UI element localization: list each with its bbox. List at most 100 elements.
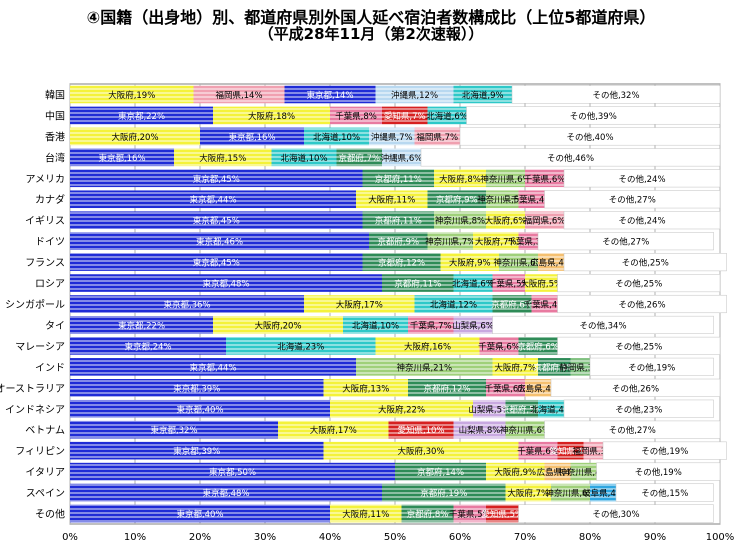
data-label: 千葉県,4% [524,300,566,311]
bar-segment-stripe [382,483,506,502]
bar-segment: 大阪府,17% [304,295,415,313]
bar-segment-stripe [226,337,376,355]
bar-segment-stripe [538,358,571,376]
bar-segment-rect [544,420,721,439]
bar-segment-stripe [518,190,545,209]
bar-segment-rect [420,148,721,167]
bar-segment: 大阪府,6% [485,211,526,229]
bar-segment: その他,24% [563,211,721,230]
bar-segment: 沖縄県,7% [369,127,415,146]
bar-segment-stripe [486,504,519,523]
data-label: 愛知県,7% [384,111,426,122]
bar-segment-stripe [434,211,486,229]
bar-segment: その他,19% [602,441,727,460]
bar-segment-rect [563,169,721,188]
data-label: 大阪府,20% [254,320,301,331]
data-label: 愛知県,5% [481,509,523,520]
data-label: 東京都,40% [176,509,223,520]
data-label: 北海道,10% [352,320,399,331]
bar-segment-stripe [336,148,382,167]
row-labels: 韓国中国香港台湾アメリカカナダイギリスドイツフランスロシアシンガポールタイマレー… [0,89,65,520]
data-label: 東京都,22% [118,320,165,331]
bar-segment-stripe [583,441,603,460]
data-label: 沖縄県,7% [371,132,413,143]
x-tick-label: 30% [254,532,276,543]
bar-segment-rect [550,378,721,397]
row-label: インドネシア [5,404,65,416]
bar-segment: 千葉県,7% [408,316,454,334]
bar-segment: 千葉県,6% [478,337,520,355]
bar-segment: 東京都,36% [70,295,304,313]
data-label: 北海道,6% [452,279,494,290]
data-label: 大阪府,5% [520,279,562,290]
bar-segment: 北海道,6% [426,106,468,125]
bar-segment: 東京都,48% [70,274,382,292]
bar-segment: 千葉県,4% [511,190,552,209]
bar-segment: 東京都,40% [70,399,330,418]
bar-segment-stripe [538,399,564,418]
bar-segment-stripe [278,420,389,439]
bar-segment-stripe [70,337,226,355]
bar-segment-stripe [362,211,434,229]
data-label: 神奈川県,6% [493,258,543,269]
bar-segment: 東京都,44% [70,190,356,209]
bar-segment: 京都府,9% [369,232,428,250]
bar-segment-rect [615,483,714,502]
data-label: 千葉県,6% [517,446,559,457]
bar-segment: 愛知県,7% [382,106,428,125]
bar-segment-stripe [453,504,486,523]
bar-segment: 東京都,45% [70,253,363,271]
bar-segment-stripe [356,358,493,376]
row-label: シンガポール [5,299,65,311]
bar-segment: 愛知県,4% [550,441,591,460]
bar-segment: 京都府,19% [382,483,506,502]
x-tick-label: 90% [644,532,666,543]
bar-segment-stripe [570,358,590,376]
bar-segment: その他,27% [544,420,721,439]
bar-segment: 北海道,9% [453,85,512,104]
row-label: その他 [35,508,65,521]
data-label: 福岡県,7% [416,132,458,143]
data-label: 北海道,10% [280,153,327,164]
bar-segment-stripe [486,379,525,397]
bar-segment: 東京都,16% [200,127,304,146]
bar-segment-stripe [330,504,402,523]
bar-segment-stripe [70,462,395,481]
bar-segment: 大阪府,13% [323,379,408,397]
bar-segment-rect [459,127,721,146]
bar-segment: 大阪府,19% [70,85,194,104]
bar-segment: 北海道,12% [414,295,493,313]
data-label: 広島県,4% [530,258,572,269]
bar-segment: 京都府,11% [362,211,434,229]
bar-segment: 千葉県,3% [507,232,549,250]
data-label: 岐阜県,4% [582,488,624,499]
bar-segment: 神奈川県,5% [477,190,527,209]
chart-subtitle: （平成28年11月（第2次速報）） [258,25,484,43]
bar-segment: 京都府,5% [533,358,575,376]
bar-segment: 千葉県,6% [524,169,565,188]
data-label: 大阪府,16% [404,341,451,352]
bar-segment-rect [557,273,721,293]
data-label: 大阪府,22% [378,404,425,415]
bar-segment-stripe [492,358,538,376]
row-label: カナダ [35,193,65,206]
data-label: 静岡県,3% [559,362,601,373]
data-label: 京都府,8% [407,509,449,520]
data-label: 東京都,44% [189,362,236,373]
bar-segment: 神奈川県,8% [434,211,486,229]
data-label: 神奈川県,6% [500,425,550,436]
bar-segment: 東京都,48% [70,483,382,502]
data-label: その他,24% [618,174,665,185]
bar-segment-stripe [70,169,363,188]
data-label: 大阪府,7% [494,362,536,373]
bar-segment-stripe [492,295,532,313]
bar-segment: 広島県,4% [530,253,572,271]
data-label: その他,15% [641,488,688,499]
data-label: 神奈川県,6% [545,488,595,499]
data-label: 東京都,22% [118,111,165,122]
row-label: フィリピン [15,446,65,458]
row-label: スペイン [26,489,65,500]
bar-segment-stripe [174,148,272,167]
bar-segment: その他,23% [563,399,714,418]
data-label: 京都府,7% [338,153,380,164]
